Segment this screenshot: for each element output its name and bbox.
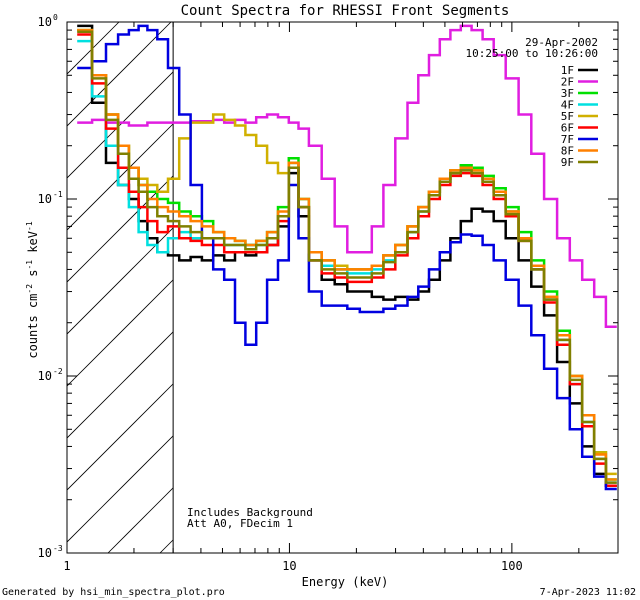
timestamp-label: 7-Apr-2023 11:02: [540, 587, 636, 598]
y-label-part: counts cm: [26, 294, 40, 359]
y-tick-exponent: -3: [53, 544, 63, 553]
legend-label-1F: 1F: [561, 64, 574, 77]
y-tick-label: 10: [38, 546, 52, 560]
x-tick-label: 1: [63, 559, 70, 573]
hatch-mask: [173, 22, 618, 553]
y-tick-exponent: -1: [53, 190, 63, 199]
legend-label-8F: 8F: [561, 145, 574, 158]
legend-label-2F: 2F: [561, 76, 574, 89]
y-label-sup: -2: [25, 284, 34, 294]
y-label-part: keV: [26, 231, 40, 260]
legend-label-6F: 6F: [561, 122, 574, 135]
x-axis-label: Energy (keV): [302, 575, 389, 589]
generated-by-label: Generated by hsi_min_spectra_plot.pro: [2, 587, 225, 598]
y-label-part: s: [26, 270, 40, 284]
legend-label-4F: 4F: [561, 99, 574, 112]
series-line-9F: [77, 30, 617, 484]
legend-label-5F: 5F: [561, 110, 574, 123]
annotation-attenuator: Att A0, FDecim 1: [187, 517, 293, 530]
legend-label-9F: 9F: [561, 156, 574, 169]
y-tick-exponent: -2: [53, 367, 63, 376]
series-line-7F: [77, 24, 617, 491]
hatch-line: [67, 22, 172, 127]
y-tick-exponent: 0: [53, 13, 58, 22]
y-label-sup: -1: [25, 260, 34, 270]
time-range-label: 10:25:00 to 10:26:00: [466, 47, 598, 60]
x-tick-label: 10: [282, 559, 296, 573]
chart-title: Count Spectra for RHESSI Front Segments: [181, 3, 510, 19]
y-axis-label: counts cm-2 s-1 keV-1: [25, 221, 40, 358]
y-tick-label: 10: [38, 369, 52, 383]
hatch-line: [67, 22, 224, 179]
y-tick-label: 10: [38, 15, 52, 29]
legend-label-3F: 3F: [561, 87, 574, 100]
series-lines: [77, 24, 617, 491]
y-tick-label: 10: [38, 192, 52, 206]
y-label-sup: -1: [25, 221, 34, 231]
date-label: 29-Apr-2002: [525, 36, 598, 49]
x-tick-label: 100: [501, 559, 523, 573]
plot-frame: [66, 21, 619, 554]
legend-label-7F: 7F: [561, 133, 574, 146]
annotation-background: Includes Background: [187, 506, 313, 519]
